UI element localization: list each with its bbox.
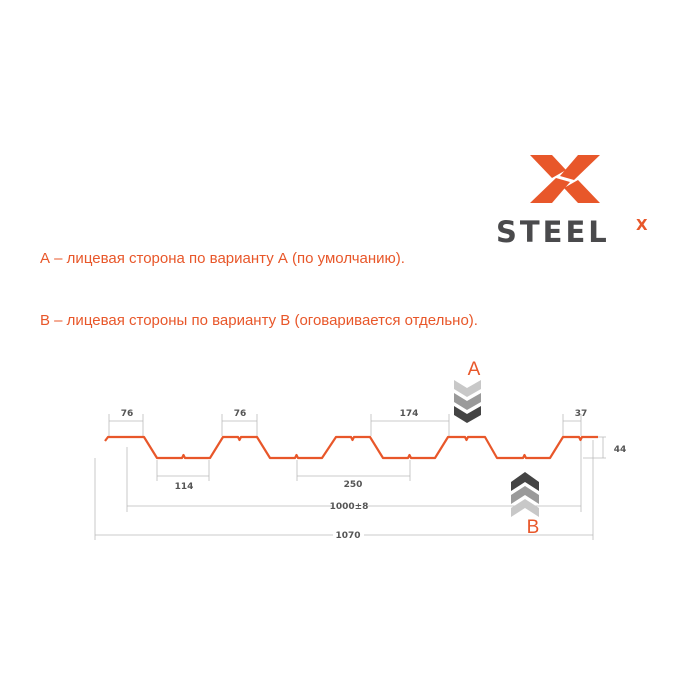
note-side-b: В – лицевая стороны по варианту В (огова… [40, 312, 478, 329]
dim-crest-second: 76 [234, 409, 247, 419]
steelx-logo: STEEL X [496, 155, 648, 249]
dim-pitch-250: 250 [344, 480, 363, 490]
trapezoid-profile [104, 435, 598, 460]
side-a-arrow-icon [454, 380, 481, 423]
dim-crest-left: 76 [121, 409, 134, 419]
side-a-label: A [468, 359, 481, 380]
dim-valley: 114 [175, 482, 194, 492]
logo-text: STEEL [496, 215, 610, 249]
dim-crest-edge: 37 [575, 409, 588, 419]
side-b-arrow-icon [511, 472, 539, 517]
dim-useful-width: 1000±8 [330, 502, 369, 512]
dim-total-width: 1070 [335, 531, 360, 541]
side-b-label: B [527, 517, 540, 538]
dim-height: 44 [614, 445, 627, 455]
dimension-lines [94, 414, 606, 540]
logo-x-mark-icon [530, 155, 600, 203]
note-side-a: А – лицевая сторона по варианту А (по ум… [40, 250, 405, 267]
logo-superscript: X [636, 216, 648, 234]
dim-pitch-174: 174 [400, 409, 419, 419]
